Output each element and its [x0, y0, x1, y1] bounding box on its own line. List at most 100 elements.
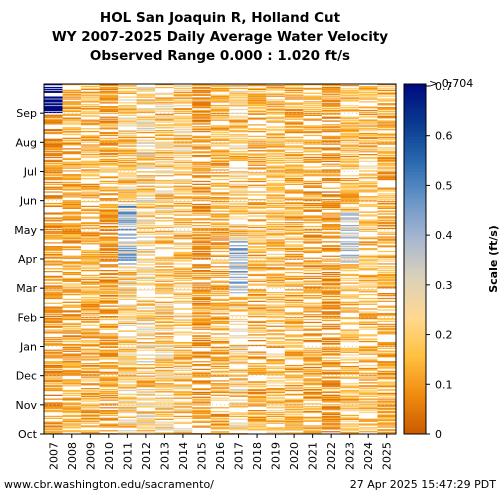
heatmap-cell	[44, 286, 63, 288]
heatmap-cell	[173, 372, 193, 374]
heatmap-cell	[377, 373, 396, 375]
heatmap-cell	[284, 113, 304, 115]
heatmap-cell	[321, 301, 341, 303]
heatmap-cell	[81, 320, 100, 323]
chart-subtitle: WY 2007-2025 Daily Average Water Velocit…	[51, 29, 389, 45]
heatmap-cell	[284, 93, 304, 95]
heatmap-cell	[44, 218, 63, 220]
colorbar-segment	[404, 396, 426, 400]
heatmap-cell	[62, 246, 82, 248]
heatmap-cell	[210, 384, 230, 386]
heatmap-cell	[229, 268, 248, 270]
heatmap-cell	[303, 321, 322, 324]
heatmap-cell	[118, 208, 137, 210]
heatmap-cell	[303, 97, 322, 99]
heatmap-cell	[340, 198, 359, 200]
heatmap-cell	[303, 289, 322, 291]
heatmap-cell	[377, 314, 396, 316]
heatmap-cell	[136, 253, 156, 255]
heatmap-cell	[229, 386, 248, 388]
heatmap-cell	[229, 97, 248, 99]
heatmap-cell	[192, 253, 211, 255]
heatmap-cell	[229, 210, 248, 212]
heatmap-cell	[284, 371, 304, 373]
heatmap-cell	[321, 106, 341, 108]
heatmap-cell	[118, 280, 137, 282]
heatmap-cell	[321, 204, 341, 207]
heatmap-cell	[377, 100, 396, 102]
heatmap-cell	[136, 159, 156, 162]
heatmap-cell	[303, 375, 322, 377]
heatmap-cell	[118, 241, 137, 243]
heatmap-cell	[377, 125, 396, 127]
heatmap-cell	[284, 335, 304, 337]
heatmap-cell	[118, 288, 137, 290]
heatmap-cell	[136, 418, 156, 420]
heatmap-cell	[44, 106, 63, 108]
colorbar-segment	[404, 425, 426, 429]
heatmap-cell	[321, 110, 341, 113]
heatmap-cell	[358, 121, 378, 123]
heatmap-cell	[44, 169, 63, 171]
heatmap-cell	[377, 117, 396, 119]
heatmap-cell	[192, 121, 211, 123]
heatmap-cell	[173, 392, 193, 395]
heatmap-cell	[99, 351, 119, 353]
heatmap-cell	[303, 110, 322, 113]
footer-url[interactable]: www.cbr.washington.edu/sacramento/	[4, 478, 214, 491]
heatmap-cell	[118, 220, 137, 222]
heatmap-cell	[210, 222, 230, 224]
heatmap-cell	[136, 394, 156, 396]
heatmap-cell	[81, 233, 100, 235]
heatmap-cell	[284, 91, 304, 93]
heatmap-cell	[247, 184, 267, 186]
heatmap-cell	[81, 163, 100, 165]
heatmap-cell	[340, 335, 359, 337]
heatmap-cell	[99, 256, 119, 258]
heatmap-cell	[266, 338, 285, 340]
heatmap-cell	[44, 407, 63, 409]
heatmap-cell	[247, 90, 267, 92]
heatmap-cell	[266, 141, 285, 143]
heatmap-cell	[118, 321, 137, 324]
heatmap-cell	[377, 410, 396, 413]
heatmap-cell	[377, 426, 396, 428]
heatmap-cell	[377, 364, 396, 367]
heatmap-cell	[340, 206, 359, 208]
heatmap-cell	[99, 279, 119, 281]
heatmap-cell	[62, 278, 82, 280]
heatmap-cell	[340, 116, 359, 118]
heatmap-cell	[284, 231, 304, 233]
heatmap-cell	[321, 206, 341, 208]
heatmap-cell	[247, 103, 267, 105]
heatmap-cell	[192, 320, 211, 323]
heatmap-cell	[62, 181, 82, 184]
heatmap-cell	[44, 319, 63, 322]
heatmap-cell	[118, 234, 137, 236]
heatmap-cell	[81, 398, 100, 400]
heatmap-cell	[62, 144, 82, 146]
heatmap-cell	[99, 134, 119, 137]
heatmap-cell	[377, 279, 396, 281]
colorbar-segment	[404, 375, 426, 379]
heatmap-cell	[321, 372, 341, 374]
heatmap-cell	[118, 408, 137, 410]
heatmap-cell	[358, 339, 378, 341]
colorbar-segment	[404, 221, 426, 225]
heatmap-cell	[210, 387, 230, 390]
heatmap-cell	[377, 142, 396, 144]
heatmap-cell	[118, 152, 137, 154]
heatmap-cell	[99, 95, 119, 97]
heatmap-cell	[99, 343, 119, 346]
heatmap-cell	[62, 89, 82, 92]
heatmap-cell	[44, 196, 63, 198]
heatmap-cell	[99, 380, 119, 382]
heatmap-cell	[266, 130, 285, 132]
heatmap-cell	[303, 186, 322, 188]
heatmap-cell	[266, 188, 285, 190]
heatmap-cell	[44, 351, 63, 353]
heatmap-cell	[173, 390, 193, 393]
heatmap-cell	[155, 86, 174, 89]
heatmap-cell	[266, 107, 285, 110]
heatmap-cell	[44, 257, 63, 259]
